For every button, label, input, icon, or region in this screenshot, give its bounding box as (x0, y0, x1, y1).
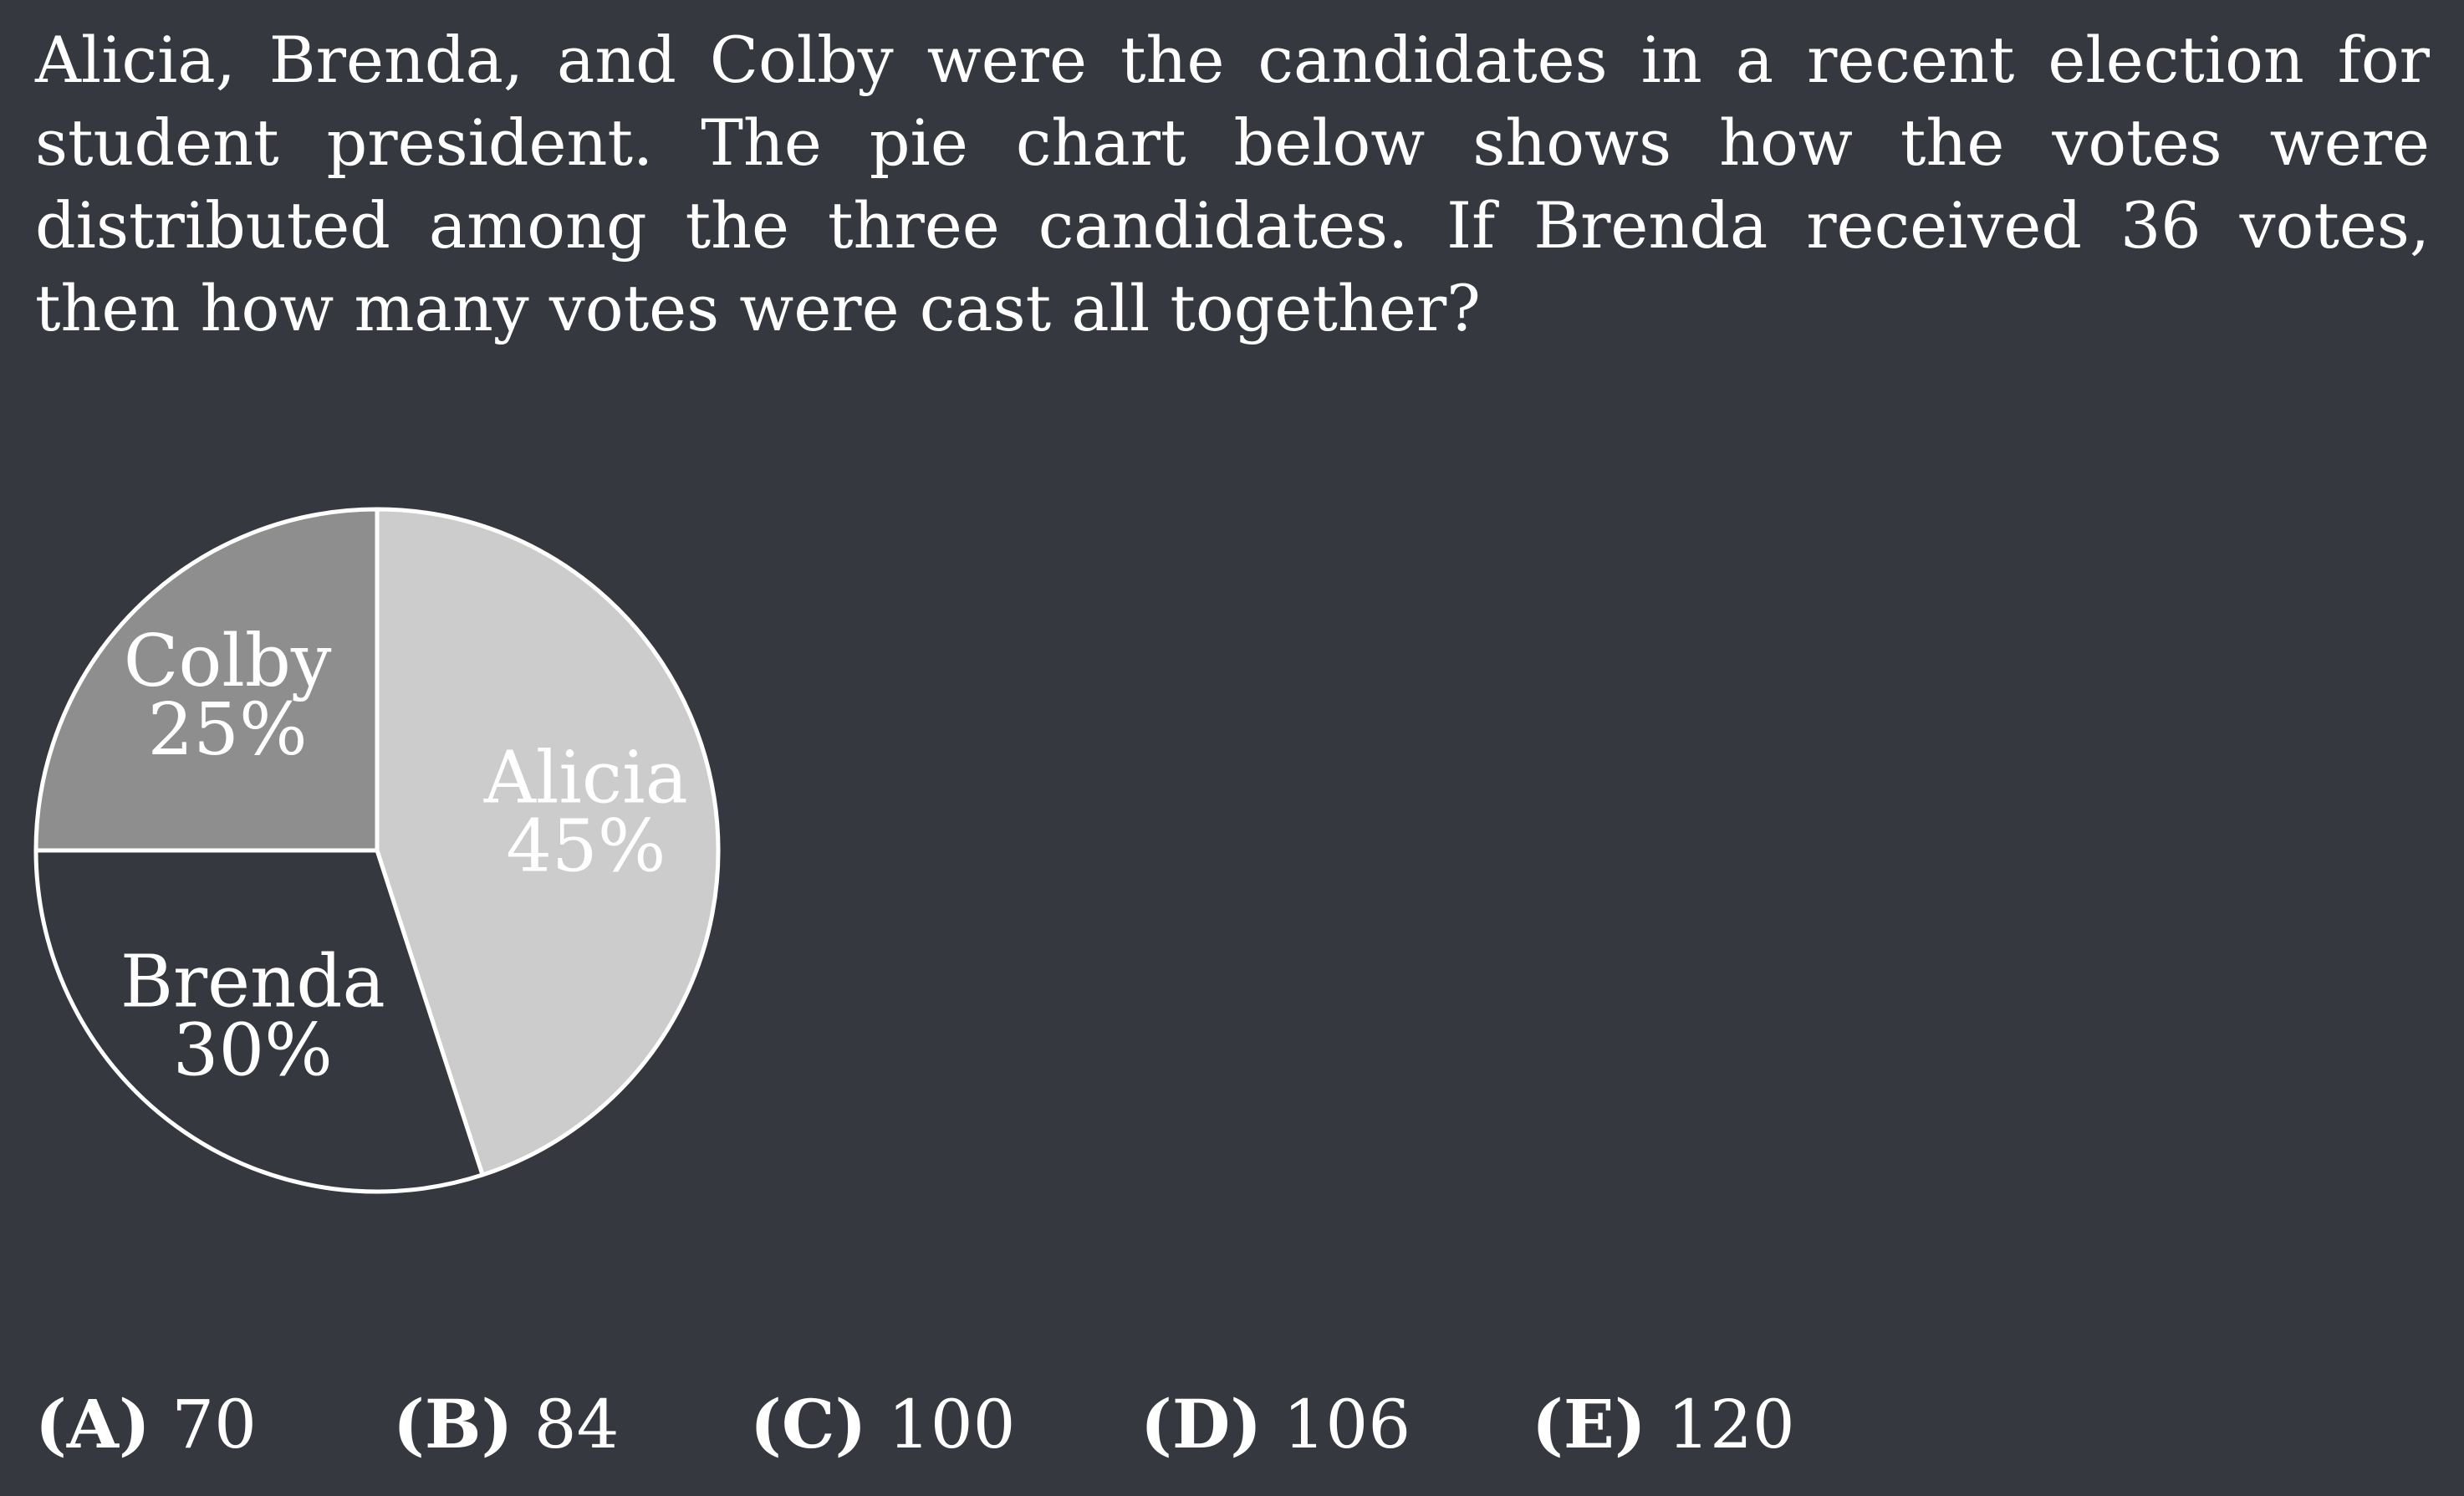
choice-e-value: 120 (1667, 1386, 1795, 1463)
choice-e-letter: (E) (1532, 1385, 1646, 1463)
pie-slices (33, 507, 721, 1194)
choice-d[interactable]: (D) 106 (1140, 1378, 1411, 1471)
pie-slice-alicia (375, 507, 721, 1177)
choice-a-value: 70 (171, 1386, 258, 1463)
pie-value-brenda: 30% (173, 1009, 333, 1093)
choice-a[interactable]: (A) 70 (35, 1378, 257, 1471)
question-text: Alicia, Brenda, and Colby were the candi… (35, 23, 2430, 345)
pie-label-brenda: Brenda (120, 941, 385, 1024)
choice-c-letter: (C) (750, 1385, 867, 1463)
choice-d-letter: (D) (1140, 1385, 1263, 1463)
choice-d-value: 106 (1283, 1386, 1411, 1463)
choice-b[interactable]: (B) 84 (393, 1378, 620, 1471)
pie-value-alicia: 45% (506, 804, 666, 888)
choice-e[interactable]: (E) 120 (1532, 1378, 1795, 1471)
pie-slice-brenda (33, 848, 485, 1194)
pie-label-colby: Colby (124, 620, 332, 703)
pie-slice-colby (33, 507, 380, 853)
choice-c-value: 100 (887, 1386, 1016, 1463)
choice-b-value: 84 (533, 1386, 620, 1463)
choice-c[interactable]: (C) 100 (750, 1378, 1016, 1471)
choice-b-letter: (B) (393, 1385, 513, 1463)
choice-a-letter: (A) (35, 1385, 150, 1463)
pie-value-colby: 25% (148, 688, 308, 772)
pie-label-alicia: Alicia (483, 736, 688, 819)
